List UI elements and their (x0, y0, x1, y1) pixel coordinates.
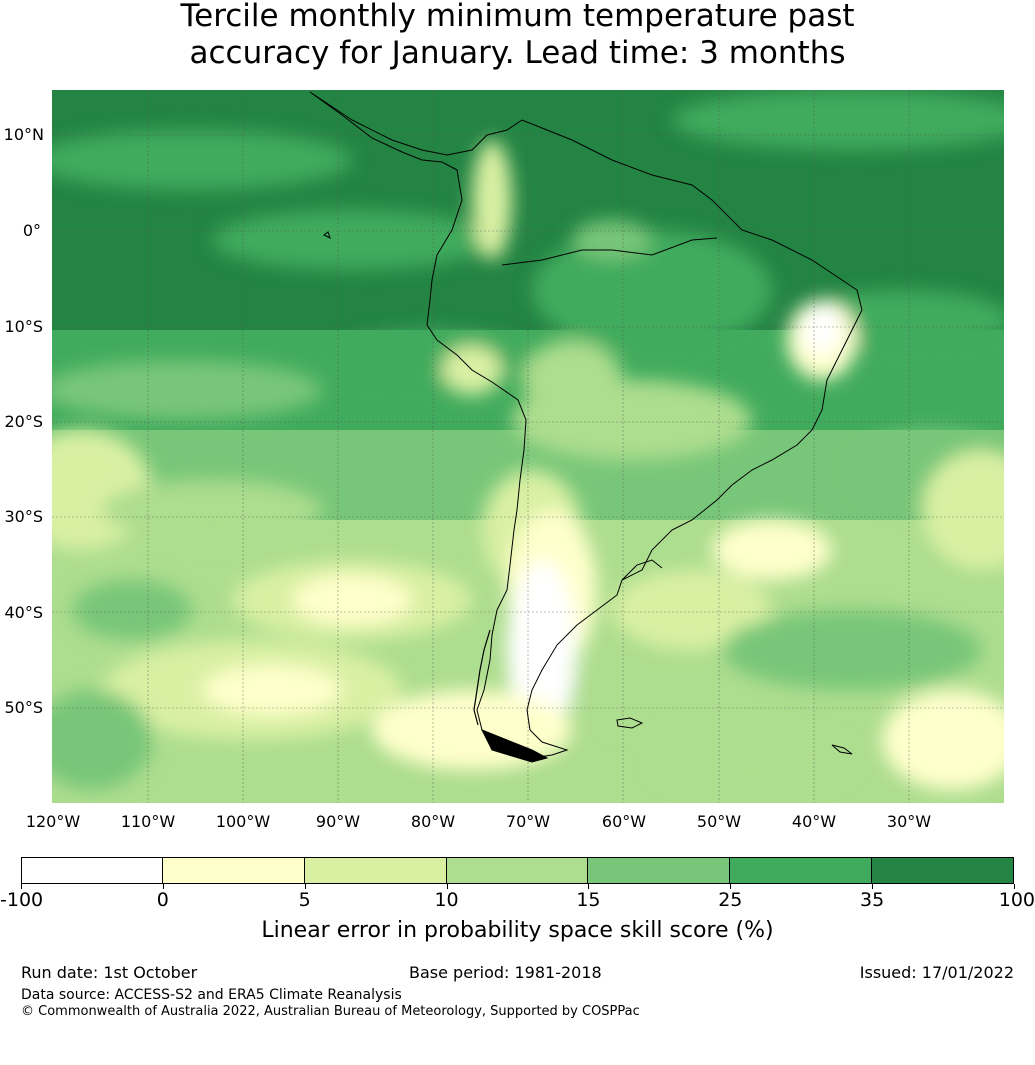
colorbar-segment (162, 857, 305, 884)
colorbar-tick (162, 884, 164, 889)
lon-label-70w: 70°W (505, 812, 551, 831)
colorbar-tick-label: 25 (718, 889, 743, 911)
falkland-islands (616, 717, 644, 729)
lon-label-110w: 110°W (120, 812, 176, 831)
galapagos (323, 231, 331, 239)
title-line-2: accuracy for January. Lead time: 3 month… (189, 35, 846, 71)
rio-de-la-plata (621, 559, 663, 581)
colorbar-tick-label: 10 (434, 889, 459, 911)
colorbar-tick (21, 884, 22, 889)
colorbar-segment (304, 857, 447, 884)
colorbar-label: Linear error in probability space skill … (261, 918, 774, 943)
tierra-del-fuego (480, 729, 549, 763)
chilean-archipelago (473, 629, 491, 726)
lon-label-100w: 100°W (215, 812, 271, 831)
title-line-1: Tercile monthly minimum temperature past (180, 0, 855, 34)
lat-label-30s: 30°S (4, 507, 43, 526)
map-canvas (52, 90, 1004, 803)
lon-label-30w: 30°W (886, 812, 932, 831)
lon-label-120w: 120°W (25, 812, 81, 831)
colorbar-tick-label: 5 (298, 889, 311, 911)
run-date: Run date: 1st October (21, 963, 198, 982)
copyright: © Commonwealth of Australia 2022, Austra… (21, 1004, 640, 1019)
lon-label-60w: 60°W (601, 812, 647, 831)
colorbar-tick-label: 100 (998, 889, 1035, 911)
base-period: Base period: 1981-2018 (409, 963, 602, 982)
lon-label-50w: 50°W (696, 812, 742, 831)
lat-label-50s: 50°S (4, 698, 43, 717)
colorbar-segment (730, 857, 873, 884)
skill-patches (52, 90, 1004, 790)
lon-label-80w: 80°W (410, 812, 456, 831)
issued-date: Issued: 17/01/2022 (859, 963, 1014, 982)
gridlines (52, 90, 1004, 803)
colorbar-tick-label: 15 (576, 889, 601, 911)
colorbar (21, 857, 1014, 884)
colorbar-segment (872, 857, 1014, 884)
colorbar-tick (730, 884, 732, 889)
colorbar-tick-label: 0 (156, 889, 169, 911)
lat-label-20s: 20°S (4, 412, 43, 431)
amazon-river (501, 237, 718, 266)
lon-label-90w: 90°W (315, 812, 361, 831)
lat-label-10n: 10°N (3, 125, 44, 144)
colorbar-tick (1014, 884, 1015, 889)
colorbar-tick (872, 884, 874, 889)
lon-label-40w: 40°W (791, 812, 837, 831)
colorbar-tick-label: -100 (0, 889, 44, 911)
lat-label-40s: 40°S (4, 603, 43, 622)
colorbar-tick (588, 884, 590, 889)
colorbar-tick (304, 884, 306, 889)
chart-title: Tercile monthly minimum temperature past… (0, 0, 1035, 72)
south-georgia (831, 744, 853, 755)
colorbar-segment (588, 857, 731, 884)
lat-label-10s: 10°S (4, 317, 43, 336)
data-source: Data source: ACCESS-S2 and ERA5 Climate … (21, 987, 402, 1003)
lat-label-0: 0° (22, 221, 41, 240)
colorbar-segment (446, 857, 589, 884)
skill-map (52, 90, 1004, 803)
colorbar-tick-label: 35 (860, 889, 885, 911)
colorbar-segment (21, 857, 163, 884)
colorbar-tick (446, 884, 448, 889)
south-america-coastline (309, 91, 863, 759)
